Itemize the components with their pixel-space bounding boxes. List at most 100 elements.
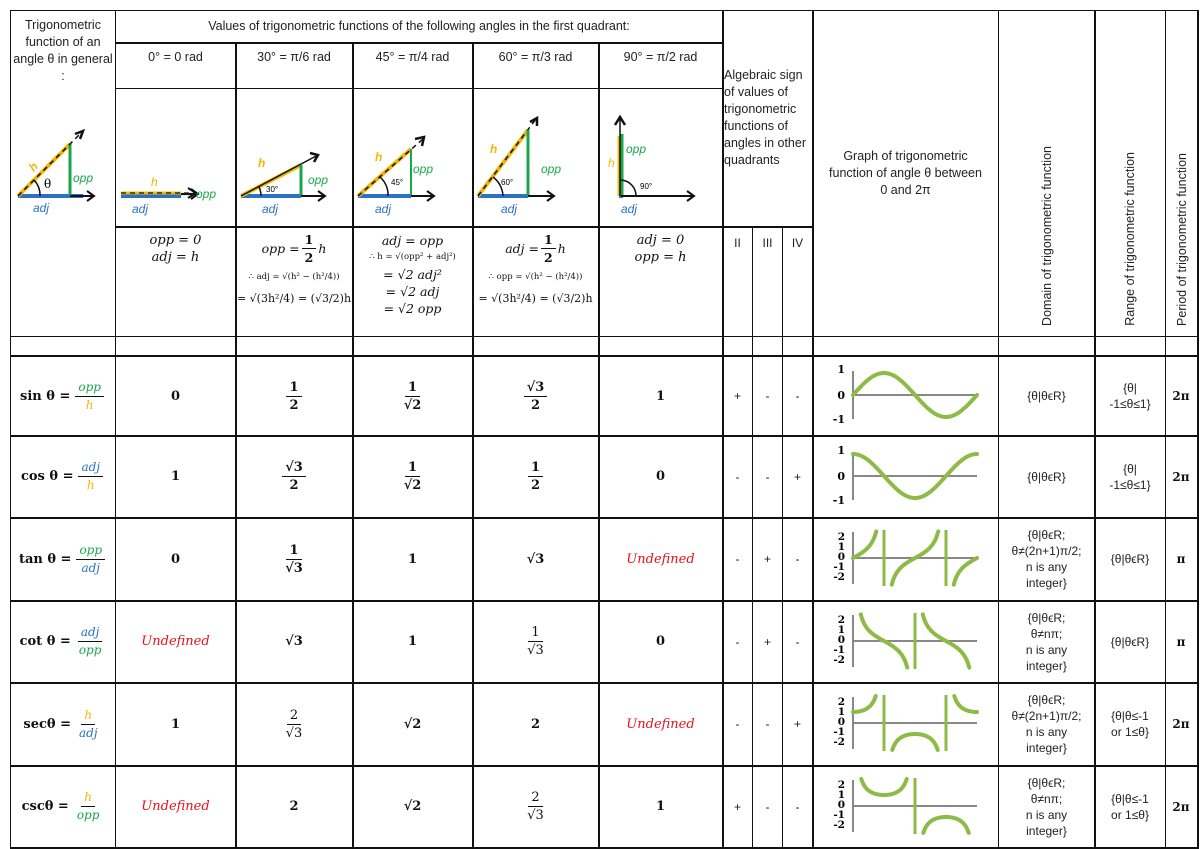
period-cell: π [1166,518,1196,600]
function-name: secθ = [23,716,72,732]
sign-value: - [735,634,740,649]
domain-line: {θ|θϵR; [1027,528,1066,542]
sin-graph-icon: 1 0 -1 [833,363,979,426]
range-line: {θ| [1123,461,1137,476]
value-text: 1 [170,469,181,484]
fraction-numerator: 1 [286,380,302,397]
value-cell: Undefined [599,683,722,765]
svg-text:adj: adj [132,202,148,216]
fraction-denominator: √3 [527,643,544,658]
y-tick-label: -2 [833,819,845,831]
sign-value: - [795,799,800,814]
derivation-line: opp = 0 [149,233,202,248]
fraction-numerator: opp [75,380,104,397]
period-value: 2π [1172,469,1190,484]
value-cell: 0 [599,436,722,517]
divider [115,226,812,228]
graph-cell-tan: 2 1 0 -1 -2 [813,518,998,600]
svg-text:h: h [375,150,382,164]
fraction-numerator: h [81,790,95,807]
period-cell: 2π [1166,766,1196,847]
y-tick-label: -1 [833,726,845,738]
derivation-line: = √(3h²/4) = (√3/2)h [478,292,593,305]
svg-text:opp: opp [413,162,433,176]
divider [812,10,814,849]
period-cell: π [1166,601,1196,682]
svg-text:60°: 60° [501,178,513,187]
sign-value: - [795,634,800,649]
value-cell: Undefined [599,518,722,600]
sign-cell-II: + [723,357,752,435]
period-value: 2π [1172,717,1190,731]
function-cell: secθ = h adj [11,683,115,765]
derivation-line: adj = opp [381,233,444,248]
value-text: 1 [407,551,418,567]
fraction-numerator: 1 [541,232,556,249]
sign-value: + [793,717,801,731]
sign-cell-IV: + [783,683,812,765]
domain-cell: {θ|θϵR; θ≠(2n+1)π/2; n is any integer} [999,683,1094,765]
derivation-line: ∴ adj = √(h² − (h²/4)) [248,272,340,282]
domain-cell: {θ|θϵR} [999,357,1094,435]
quadrant-label: III [762,236,773,250]
divider [10,10,11,849]
y-tick-label: 2 [838,696,845,708]
y-tick-label: -1 [833,413,845,426]
fraction: √3 2 [282,460,306,493]
function-name: cos θ = [20,469,74,484]
triangle-60-cell: 60° h opp adj [473,89,598,225]
divider [10,847,1198,849]
domain-line: integer} [1026,576,1067,590]
fraction-denominator: 2 [304,250,314,265]
derivation-tail: h [557,241,566,256]
value-cell: 1 [599,357,722,435]
y-tick-label: -1 [833,494,845,507]
triangle-30-cell: 30° h opp adj [236,89,352,225]
domain-cell: {θ|θϵR; θ≠(2n+1)π/2; n is any integer} [999,518,1094,600]
fraction-numerator: 2 [286,708,302,725]
sign-cell-III: + [753,601,782,682]
domain-line: {θ|θϵR} [1027,389,1066,403]
quadrant-header-IV: IV [783,228,812,336]
divider [115,88,723,89]
divider [1197,10,1199,849]
range-cell: {θ| -1≤θ≤1} [1095,357,1165,435]
sign-value: - [765,717,770,731]
value-cell: Undefined [116,601,235,682]
general-label-cell: Trigonometric function of an angle θ in … [11,11,115,91]
y-tick-label: 1 [838,706,845,718]
general-triangle-icon: θ h opp adj [16,128,96,215]
period-cell: 2π [1166,357,1196,435]
angle-label: 60° = π/3 rad [498,50,573,64]
domain-line: {θ|θϵR; [1027,610,1066,625]
derivation-line: opp = h [634,250,687,265]
domain-line: θ≠(2n+1)π/2; [1011,709,1082,723]
fraction-denominator: √2 [403,397,422,413]
sign-cell-II: + [723,766,752,847]
csc-graph-icon: 210-1-2 [833,776,977,835]
y-tick-label: 1 [838,789,845,801]
domain-line: {θ|θϵR; [1027,775,1066,790]
triangle-0-cell: h opp adj [116,89,235,225]
sign-cell-II: - [723,436,752,517]
graph-cell-csc: 2 1 0 -1 -2 [813,766,998,847]
values-title: Values of trigonometric functions of the… [208,19,630,33]
quadrant-header-II: II [723,228,752,336]
y-tick-label: 1 [838,624,845,636]
quadrant-label: II [734,236,741,250]
sign-value: + [733,389,741,403]
value-text: 0 [655,469,666,484]
tan-graph-icon: 210-1-2 [833,529,979,587]
y-tick-label: -1 [833,561,845,573]
undefined-value: Undefined [141,799,210,814]
value-text: 1 [655,799,666,814]
function-name: tan θ = [18,551,72,567]
sign-cell-II: - [723,683,752,765]
divider [352,42,354,849]
divider [1094,10,1096,849]
function-cell: cscθ = h opp [11,766,115,847]
value-text: √3 [285,634,303,649]
